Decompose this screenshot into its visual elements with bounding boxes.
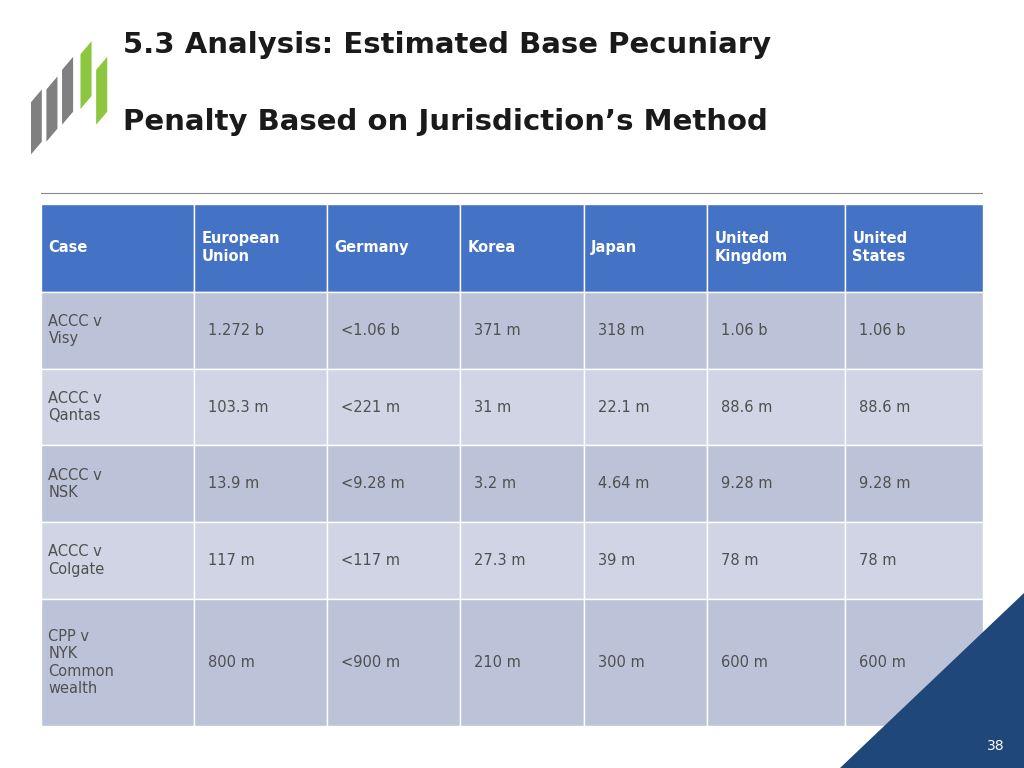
Bar <box>707 204 845 292</box>
Bar <box>707 522 845 599</box>
Bar <box>41 522 194 599</box>
Bar <box>845 445 983 522</box>
Text: United
States: United States <box>852 231 907 264</box>
Bar <box>584 204 707 292</box>
Text: 22.1 m: 22.1 m <box>598 399 649 415</box>
Bar <box>194 292 327 369</box>
Text: 103.3 m: 103.3 m <box>208 399 268 415</box>
Bar <box>41 445 194 522</box>
Text: 78 m: 78 m <box>859 553 897 568</box>
Bar <box>845 292 983 369</box>
Bar <box>327 445 460 522</box>
Bar <box>194 204 327 292</box>
Text: 78 m: 78 m <box>721 553 759 568</box>
Polygon shape <box>840 593 1024 768</box>
Text: ACCC v
Visy: ACCC v Visy <box>48 314 102 346</box>
Bar <box>584 292 707 369</box>
Polygon shape <box>31 90 42 155</box>
Text: 1.06 b: 1.06 b <box>721 323 767 338</box>
Text: United
Kingdom: United Kingdom <box>715 231 787 264</box>
Text: 31 m: 31 m <box>474 399 512 415</box>
Text: 4.64 m: 4.64 m <box>598 476 649 492</box>
Text: 800 m: 800 m <box>208 655 255 670</box>
Bar <box>327 599 460 726</box>
Bar <box>194 599 327 726</box>
Bar <box>327 369 460 445</box>
Text: CPP v
NYK
Common
wealth: CPP v NYK Common wealth <box>48 629 115 696</box>
Text: 9.28 m: 9.28 m <box>859 476 910 492</box>
Text: 1.272 b: 1.272 b <box>208 323 264 338</box>
Text: <9.28 m: <9.28 m <box>341 476 404 492</box>
Text: 600 m: 600 m <box>721 655 768 670</box>
Text: 13.9 m: 13.9 m <box>208 476 259 492</box>
Bar <box>194 369 327 445</box>
Bar <box>194 522 327 599</box>
Text: 27.3 m: 27.3 m <box>474 553 526 568</box>
Bar <box>845 204 983 292</box>
Text: <117 m: <117 m <box>341 553 400 568</box>
Bar <box>41 599 194 726</box>
Polygon shape <box>46 76 57 141</box>
Text: 9.28 m: 9.28 m <box>721 476 772 492</box>
Bar <box>41 292 194 369</box>
Text: 371 m: 371 m <box>474 323 521 338</box>
Bar <box>460 522 584 599</box>
Polygon shape <box>81 41 91 109</box>
Bar <box>584 522 707 599</box>
Text: 5.3 Analysis: Estimated Base Pecuniary: 5.3 Analysis: Estimated Base Pecuniary <box>123 31 771 58</box>
Bar <box>707 445 845 522</box>
Bar <box>845 369 983 445</box>
Bar <box>707 369 845 445</box>
Bar <box>460 204 584 292</box>
Bar <box>707 292 845 369</box>
Bar <box>460 292 584 369</box>
Text: 117 m: 117 m <box>208 553 255 568</box>
Bar <box>41 369 194 445</box>
Text: Japan: Japan <box>591 240 637 255</box>
Bar <box>460 369 584 445</box>
Text: 318 m: 318 m <box>598 323 644 338</box>
Text: Germany: Germany <box>335 240 409 255</box>
Text: Case: Case <box>48 240 88 255</box>
Text: 1.06 b: 1.06 b <box>859 323 905 338</box>
Bar <box>845 599 983 726</box>
Bar <box>460 445 584 522</box>
Text: ACCC v
NSK: ACCC v NSK <box>48 468 102 500</box>
Text: <221 m: <221 m <box>341 399 400 415</box>
Bar <box>460 599 584 726</box>
Text: Korea: Korea <box>468 240 516 255</box>
Bar <box>327 292 460 369</box>
Text: 39 m: 39 m <box>598 553 635 568</box>
Text: 38: 38 <box>987 739 1005 753</box>
Bar <box>845 522 983 599</box>
Text: ACCC v
Colgate: ACCC v Colgate <box>48 545 104 577</box>
Bar <box>584 445 707 522</box>
Bar <box>707 599 845 726</box>
Text: 600 m: 600 m <box>859 655 906 670</box>
Bar <box>194 445 327 522</box>
Bar <box>327 204 460 292</box>
Bar <box>327 522 460 599</box>
Polygon shape <box>62 57 73 124</box>
Text: <900 m: <900 m <box>341 655 400 670</box>
Text: ACCC v
Qantas: ACCC v Qantas <box>48 391 102 423</box>
Bar <box>584 369 707 445</box>
Text: European
Union: European Union <box>202 231 280 264</box>
Text: 210 m: 210 m <box>474 655 521 670</box>
Text: 3.2 m: 3.2 m <box>474 476 516 492</box>
Text: <1.06 b: <1.06 b <box>341 323 400 338</box>
Text: Penalty Based on Jurisdiction’s Method: Penalty Based on Jurisdiction’s Method <box>123 108 768 135</box>
Text: 88.6 m: 88.6 m <box>721 399 772 415</box>
Bar <box>584 599 707 726</box>
Text: 88.6 m: 88.6 m <box>859 399 910 415</box>
Text: 300 m: 300 m <box>598 655 644 670</box>
Polygon shape <box>96 57 108 124</box>
Bar <box>41 204 194 292</box>
